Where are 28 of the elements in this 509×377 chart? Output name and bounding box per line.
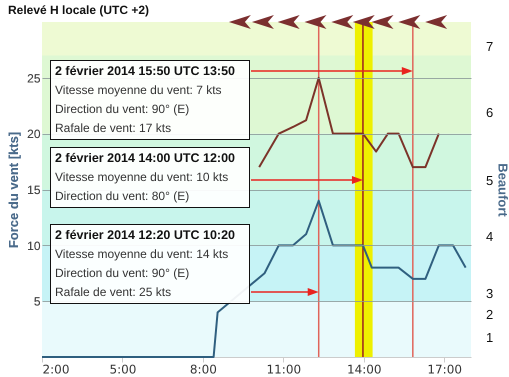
text: 1 — [486, 330, 494, 346]
y-tick-label: 15 — [27, 183, 41, 197]
text: 5 — [486, 173, 494, 189]
x-tick-label: 2:00 — [42, 362, 70, 376]
chart-title: Relevé H locale (UTC +2) — [8, 3, 150, 17]
callout-box: 2 février 2014 12:20 UTC 10:20 Vitesse moyenne du vent: 14 kts Direction du vent: 90° (E) Rafale de vent: 25 kts — [50, 224, 250, 304]
x-tick-label: 14:00 — [346, 362, 382, 376]
y-tick-label: 10 — [27, 238, 41, 253]
text: 2 — [486, 307, 494, 323]
text: 3 — [486, 286, 494, 302]
x-tick-label: 17:00 — [427, 362, 462, 376]
y2-axis-title: Beaufort — [496, 163, 509, 218]
y-axis-title: Force du vent [kts] — [6, 132, 22, 248]
annotation: 2 février 2014 15:50 UTC 13:50 Vitesse moyenne du vent: 7 kts Direction du vent: 90° (E) Rafale de vent: 17 kts — [55, 63, 236, 137]
line-series — [258, 76, 440, 168]
text: 4 — [486, 229, 494, 245]
text: 6 — [486, 105, 494, 121]
annotation: 2 février 2014 12:20 UTC 10:20 Vitesse moyenne du vent: 14 kts Direction du vent: 90° (E) Rafale de vent: 25 kts — [55, 227, 236, 301]
x-tick-label: 11:00 — [266, 362, 302, 376]
text: 7 — [486, 39, 494, 55]
callout-box: 2 février 2014 15:50 UTC 13:50 Vitesse moyenne du vent: 7 kts Direction du vent: 90° (E) Rafale de vent: 17 kts — [50, 60, 250, 140]
callout-box: 2 février 2014 14:00 UTC 12:00 Vitesse moyenne du vent: 10 kts Direction du vent: 80° (E) — [50, 147, 250, 208]
y-tick-label: 25 — [27, 71, 41, 86]
annotation: 2 février 2014 14:00 UTC 12:00 Vitesse moyenne du vent: 10 kts Direction du vent: 80° (E) — [55, 150, 236, 205]
x-tick-label: 5:00 — [109, 362, 136, 376]
y-tick-label: 20 — [27, 127, 41, 142]
x-tick-label: 8:00 — [190, 362, 217, 376]
y-tick-label: 5 — [34, 294, 41, 309]
